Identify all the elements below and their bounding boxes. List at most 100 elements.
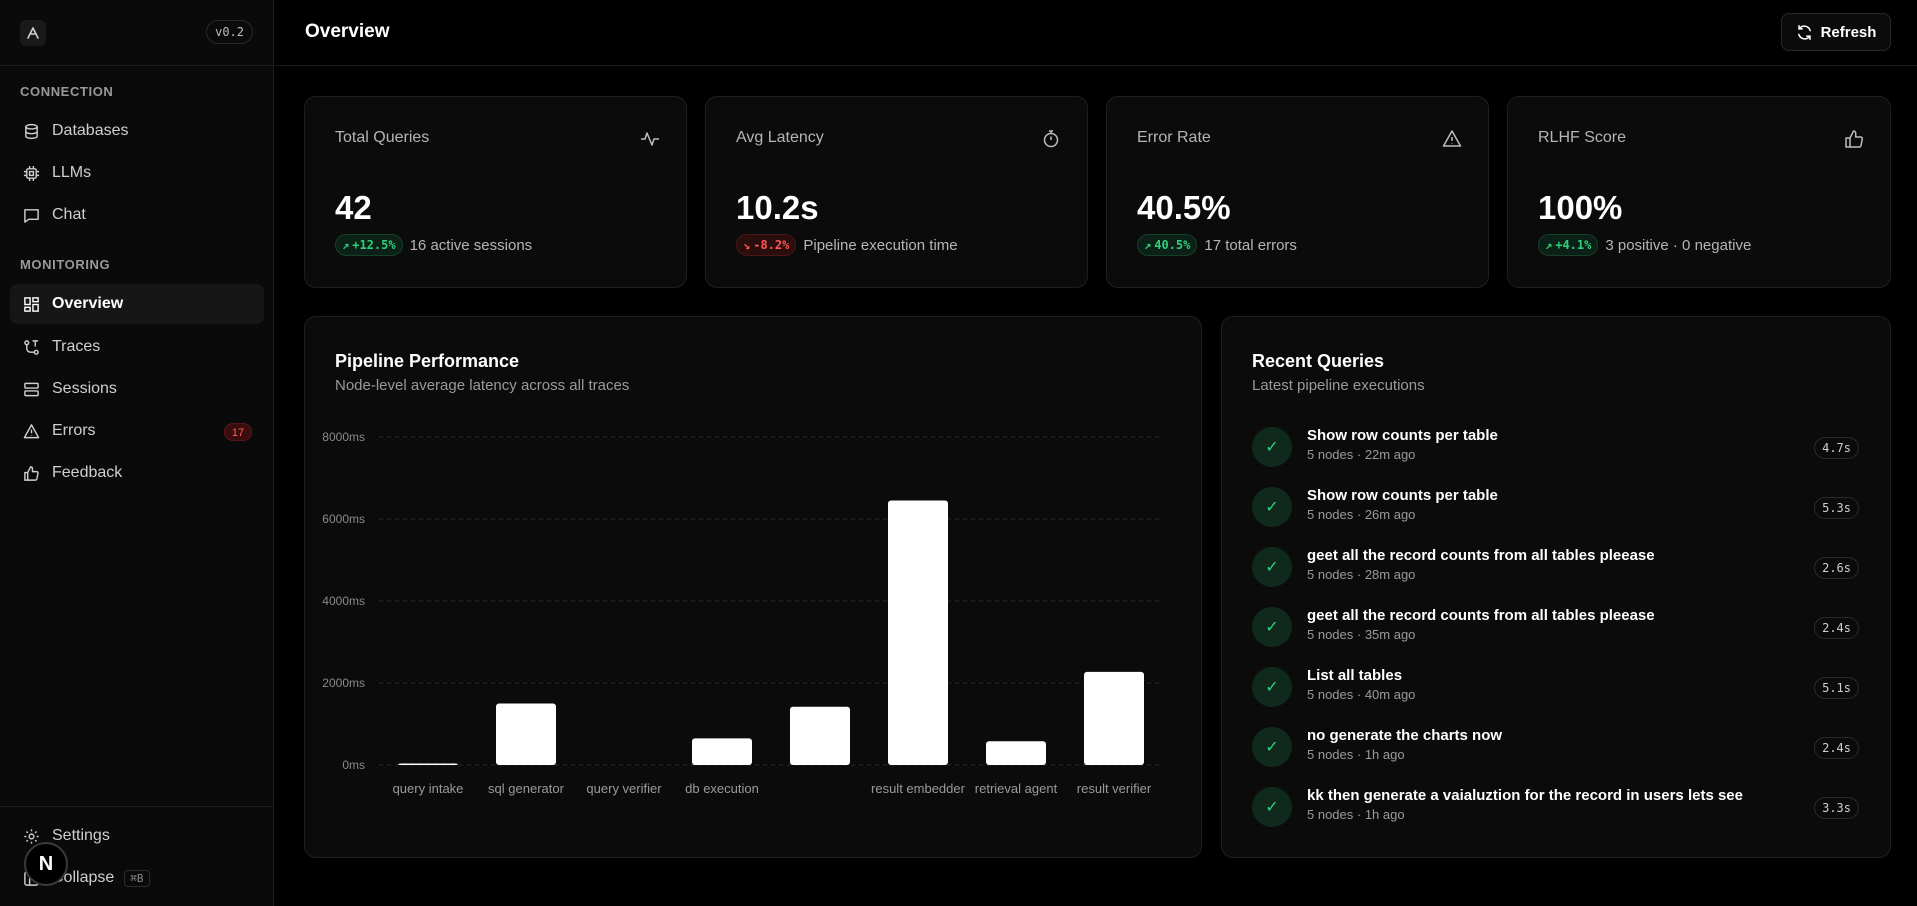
sidebar-item-label: Errors xyxy=(52,422,96,439)
sidebar-item-label: LLMs xyxy=(52,164,92,181)
latency-bar-chart: 0ms 2000ms 4000ms 6000ms 8000ms query intake s… xyxy=(322,430,1163,796)
query-duration: 2.4s xyxy=(1814,737,1859,759)
stat-value: 40.5% xyxy=(1137,189,1231,226)
sidebar-item-errors[interactable]: Errors 17 xyxy=(10,411,264,451)
sidebar-item-label: Chat xyxy=(52,206,86,223)
success-check-icon: ✓ xyxy=(1252,607,1292,647)
cpu-icon xyxy=(22,164,40,182)
sidebar-item-label: Sessions xyxy=(52,380,117,397)
sidebar-item-traces[interactable]: Traces xyxy=(10,327,264,367)
section-label-connection: CONNECTION xyxy=(20,84,114,99)
query-list-item[interactable]: ✓ no generate the charts now 5 nodes · 1… xyxy=(1252,725,1859,771)
query-title: List all tables xyxy=(1307,667,1403,684)
y-tick-label: 8000ms xyxy=(322,430,365,444)
sidebar-header: v0.2 xyxy=(0,0,273,66)
sidebar-item-chat[interactable]: Chat xyxy=(10,195,264,235)
stat-footnote: 3 positive · 0 negative xyxy=(1605,236,1752,254)
query-list-item[interactable]: ✓ Show row counts per table 5 nodes · 22… xyxy=(1252,425,1859,471)
stat-footnote: 17 total errors xyxy=(1204,236,1297,254)
panel-subtitle: Node-level average latency across all tr… xyxy=(335,377,630,394)
query-meta: 5 nodes · 1h ago xyxy=(1307,747,1405,762)
collapse-button[interactable]: Collapse ⌘B xyxy=(10,858,264,898)
activity-icon xyxy=(641,132,659,146)
y-tick-label: 6000ms xyxy=(322,512,365,526)
panel-subtitle: Latest pipeline executions xyxy=(1252,377,1425,394)
sidebar-item-sessions[interactable]: Sessions xyxy=(10,369,264,409)
collapse-label: Collapse xyxy=(52,869,115,886)
query-title: Show row counts per table xyxy=(1307,487,1498,504)
stat-footnote: 16 active sessions xyxy=(409,236,533,254)
query-title: geet all the record counts from all tabl… xyxy=(1307,607,1655,624)
success-check-icon: ✓ xyxy=(1252,487,1292,527)
query-list-item[interactable]: ✓ geet all the record counts from all ta… xyxy=(1252,545,1859,591)
query-title: geet all the record counts from all tabl… xyxy=(1307,547,1655,564)
trend-down-icon: ↘ xyxy=(743,238,751,252)
top-header: Overview Refresh xyxy=(275,0,1917,66)
success-check-icon: ✓ xyxy=(1252,547,1292,587)
chart-bar xyxy=(986,741,1046,765)
query-duration: 5.1s xyxy=(1814,677,1859,699)
x-tick-label: query intake xyxy=(393,781,464,796)
query-meta: 5 nodes · 35m ago xyxy=(1307,627,1416,642)
stat-title: Error Rate xyxy=(1137,129,1211,146)
stat-title: RLHF Score xyxy=(1538,129,1627,146)
sidebar-item-label: Overview xyxy=(52,295,124,312)
stat-card-error-rate: Error Rate 40.5% ↗ 40.5% 17 total errors xyxy=(1106,96,1489,288)
sidebar-item-llms[interactable]: LLMs xyxy=(10,153,264,193)
query-title: no generate the charts now xyxy=(1307,727,1503,744)
app-logo-icon[interactable] xyxy=(20,20,46,46)
page-title: Overview xyxy=(305,21,390,42)
sidebar-item-databases[interactable]: Databases xyxy=(10,111,264,151)
delta-value: +12.5% xyxy=(352,238,396,252)
n-avatar-button[interactable]: N xyxy=(24,842,68,886)
delta-badge: ↘ -8.2% xyxy=(736,234,797,256)
sidebar-item-settings[interactable]: Settings xyxy=(10,816,264,856)
pipeline-performance-card: Pipeline Performance Node-level average … xyxy=(304,316,1202,858)
stat-title: Avg Latency xyxy=(736,129,824,146)
chart-bar xyxy=(692,738,752,765)
refresh-label: Refresh xyxy=(1820,23,1877,41)
query-list-item[interactable]: ✓ List all tables 5 nodes · 40m ago 5.1s xyxy=(1252,665,1859,711)
query-meta: 5 nodes · 1h ago xyxy=(1307,807,1405,822)
sidebar-item-label: Databases xyxy=(52,122,129,139)
warning-icon xyxy=(22,422,40,440)
query-list-item[interactable]: ✓ kk then generate a vaialuztion for the… xyxy=(1252,785,1859,831)
x-tick-label: sql generator xyxy=(488,781,565,796)
query-list-item[interactable]: ✓ Show row counts per table 5 nodes · 26… xyxy=(1252,485,1859,531)
chart-bar xyxy=(1084,671,1144,765)
section-label-monitoring: MONITORING xyxy=(20,257,111,272)
sidebar-item-feedback[interactable]: Feedback xyxy=(10,453,264,493)
timer-icon xyxy=(1043,130,1059,148)
query-list-item[interactable]: ✓ geet all the record counts from all ta… xyxy=(1252,605,1859,651)
query-meta: 5 nodes · 22m ago xyxy=(1307,447,1416,462)
chart-bar xyxy=(398,763,458,765)
sidebar-item-label: Feedback xyxy=(52,464,123,481)
panel-title: Pipeline Performance xyxy=(335,351,520,371)
refresh-button[interactable]: Refresh xyxy=(1781,13,1891,51)
stat-value: 100% xyxy=(1538,189,1623,226)
query-duration: 2.6s xyxy=(1814,557,1859,579)
delta-badge: ↗ 40.5% xyxy=(1137,234,1198,256)
trend-up-icon: ↗ xyxy=(342,238,350,252)
dashboard-icon xyxy=(22,295,40,313)
trend-up-icon: ↗ xyxy=(1545,238,1553,252)
x-tick-label: result verifier xyxy=(1077,781,1152,796)
sidebar-item-overview[interactable]: Overview xyxy=(10,284,264,324)
query-meta: 5 nodes · 28m ago xyxy=(1307,567,1416,582)
query-duration: 3.3s xyxy=(1814,797,1859,819)
sidebar-footer xyxy=(0,806,274,906)
recent-queries-card: Recent Queries Latest pipeline execution… xyxy=(1221,316,1891,858)
stat-card-rlhf-score: RLHF Score 100% ↗ +4.1% 3 positive · 0 ne… xyxy=(1507,96,1891,288)
query-duration: 2.4s xyxy=(1814,617,1859,639)
query-title: Show row counts per table xyxy=(1307,427,1498,444)
sidebar: v0.2 CONNECTION Databases LLMs Chat MONI… xyxy=(0,0,274,906)
x-tick-label: db execution xyxy=(685,781,759,796)
trend-up-icon: ↗ xyxy=(1144,238,1152,252)
stat-value: 42 xyxy=(335,189,372,226)
sidebar-item-label: Traces xyxy=(52,338,101,355)
stat-card-avg-latency: Avg Latency 10.2s ↘ -8.2% Pipeline execut… xyxy=(705,96,1088,288)
x-tick-label: query verifier xyxy=(586,781,662,796)
chart-bar xyxy=(496,703,556,765)
thumbs-up-icon xyxy=(22,464,40,482)
chart-bar xyxy=(790,706,850,765)
